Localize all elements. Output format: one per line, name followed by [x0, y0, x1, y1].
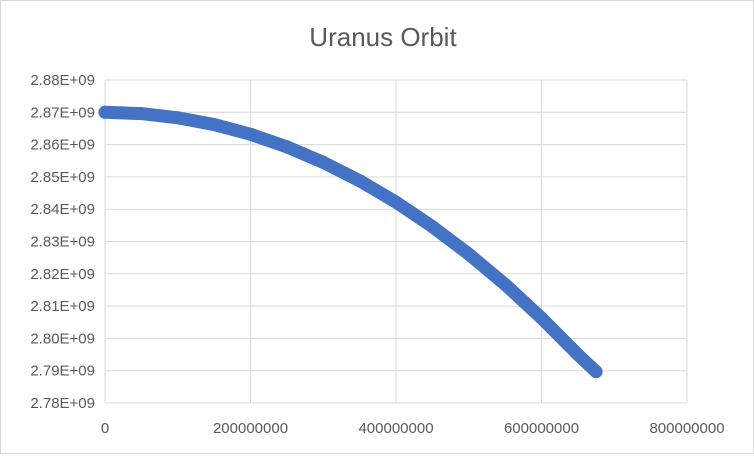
x-tick-label: 0	[101, 420, 109, 437]
data-point	[498, 277, 512, 291]
data-point	[244, 127, 257, 141]
data-point	[353, 174, 367, 188]
y-tick-label: 2.84E+09	[30, 201, 95, 218]
data-point	[589, 365, 603, 379]
x-tick-label: 200000000	[213, 420, 288, 437]
y-tick-label: 2.85E+09	[30, 169, 95, 186]
data-point	[389, 195, 403, 209]
y-tick-label: 2.79E+09	[30, 363, 95, 380]
y-tick-label: 2.80E+09	[30, 330, 95, 347]
y-tick-label: 2.87E+09	[30, 104, 95, 121]
y-tick-label: 2.86E+09	[30, 137, 95, 154]
data-point	[134, 107, 148, 121]
x-tick-label: 600000000	[504, 420, 579, 437]
y-tick-label: 2.88E+09	[30, 72, 95, 89]
x-axis-tick-labels: 0 200000000 400000000 600000000 800000000	[101, 420, 725, 437]
y-tick-label: 2.83E+09	[30, 234, 95, 251]
chart-title: Uranus Orbit	[309, 22, 457, 52]
data-point	[207, 118, 221, 132]
y-tick-label: 2.82E+09	[30, 266, 95, 283]
y-tick-label: 2.78E+09	[30, 395, 95, 412]
gridlines	[104, 79, 688, 404]
x-tick-label: 800000000	[649, 420, 724, 437]
y-tick-label: 2.81E+09	[30, 298, 95, 315]
y-axis-tick-labels: 2.78E+09 2.79E+09 2.80E+09 2.81E+09 2.82E+09…	[30, 72, 95, 412]
data-series	[98, 105, 603, 379]
data-point	[425, 220, 439, 234]
data-point	[571, 348, 585, 362]
data-point	[535, 311, 548, 325]
x-tick-label: 400000000	[358, 420, 433, 437]
data-point	[98, 105, 112, 119]
data-point	[462, 247, 476, 261]
data-point	[280, 140, 294, 154]
data-point	[316, 155, 330, 169]
data-point	[171, 111, 185, 125]
